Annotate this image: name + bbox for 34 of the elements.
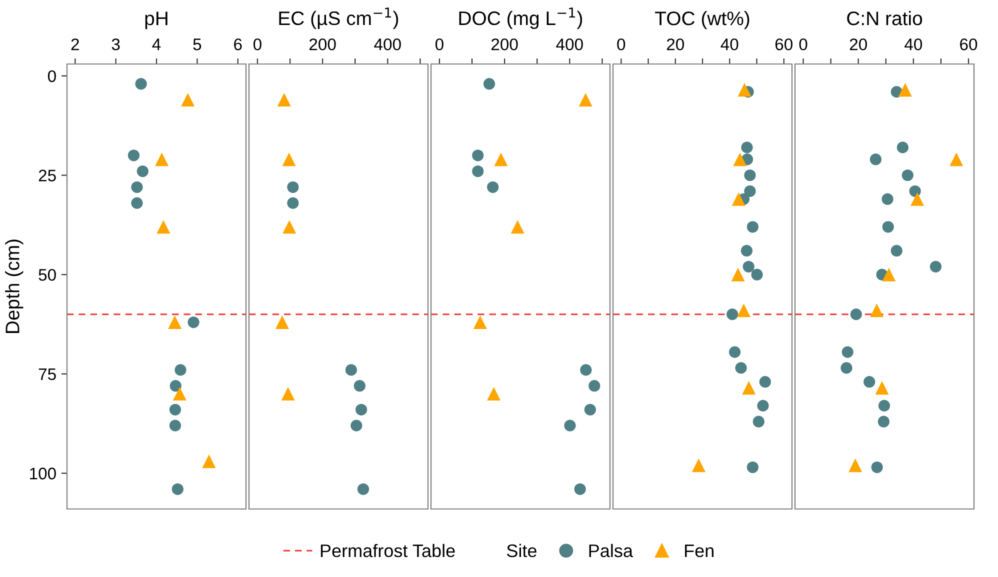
chart-title: pH <box>145 12 168 30</box>
x-tick-label: 40 <box>720 38 738 50</box>
x-tick-label: 200 <box>309 38 336 50</box>
y-tick-label: 50 <box>38 268 56 281</box>
chart-title: DOC (mg L$^{−1}$) <box>459 8 582 30</box>
x-tick-label: 400 <box>374 38 401 50</box>
legend-label: Permafrost Table <box>320 544 455 558</box>
x-tick-label: 60 <box>775 38 792 50</box>
x-tick-label: 200 <box>491 38 518 50</box>
x-tick-label: 20 <box>666 38 684 50</box>
x-tick-label: 4 <box>152 38 161 50</box>
legend-title: Site <box>506 544 536 558</box>
x-tick-label: 0 <box>799 38 808 50</box>
x-tick-label: 5 <box>193 38 202 50</box>
x-tick-label: 2 <box>71 38 79 50</box>
x-tick-label: 0 <box>617 38 626 50</box>
x-tick-label: 0 <box>435 38 444 50</box>
x-tick-label: 20 <box>850 38 867 50</box>
legend-label: Palsa <box>589 544 633 558</box>
x-tick-label: 60 <box>960 38 978 50</box>
y-tick-label: 75 <box>38 368 56 380</box>
chart-title: C:N ratio <box>847 11 922 26</box>
chart-title: TOC (wt%) <box>655 11 750 30</box>
y-tick-label: 0 <box>48 70 56 82</box>
x-tick-label: 3 <box>112 38 120 50</box>
chart-title: EC (µS cm$^{−1}$) <box>279 8 398 30</box>
x-tick-label: 40 <box>904 38 922 50</box>
y-tick-label: 25 <box>38 170 56 182</box>
x-tick-label: 6 <box>234 38 242 50</box>
x-tick-label: 400 <box>556 38 583 50</box>
y-axis-title: Depth (cm) <box>5 240 24 333</box>
x-tick-label: 0 <box>253 38 262 50</box>
y-tick-label: 100 <box>30 468 56 480</box>
legend-label: Fen <box>685 544 714 558</box>
